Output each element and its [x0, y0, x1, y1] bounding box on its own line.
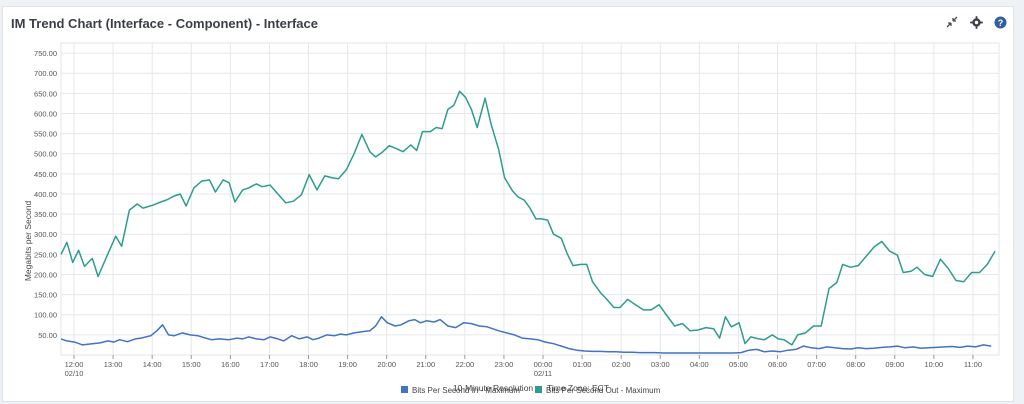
x-tick-label: 14:00: [143, 360, 162, 369]
y-tick-label: 750.00: [34, 49, 57, 58]
y-tick-label: 100.00: [34, 311, 57, 320]
y-axis: 50.00 100.00 150.00 200.00 250.00 300.00 350.0…: [34, 49, 57, 340]
x-tick-label: 03:00: [651, 360, 670, 369]
x-tick-label: 19:00: [338, 360, 357, 369]
series-line-in: [60, 316, 992, 354]
y-tick-label: 350.00: [34, 210, 57, 219]
chart-panel: IM Trend Chart (Interface - Component) -…: [2, 6, 1014, 402]
x-tick-label: 06:00: [768, 360, 787, 369]
x-tick-label: 08:00: [846, 360, 865, 369]
y-tick-label: 250.00: [34, 250, 57, 259]
grid-layer: [60, 42, 1000, 356]
settings-icon[interactable]: [969, 15, 983, 29]
x-tick-label: 10:00: [924, 360, 943, 369]
x-tick-label: 04:00: [690, 360, 709, 369]
y-tick-label: 450.00: [34, 170, 57, 179]
y-tick-label: 500.00: [34, 150, 57, 159]
x-tick-label: 20:00: [377, 360, 396, 369]
x-tick-label: 17:00: [260, 360, 279, 369]
legend-swatch-out: [535, 386, 542, 393]
x-tick-label: 05:00: [729, 360, 748, 369]
y-tick-label: 650.00: [34, 89, 57, 98]
x-tick-label: 21:00: [416, 360, 435, 369]
x-tick-label: 23:00: [495, 360, 514, 369]
x-axis-label: 10-Minute Resolution: [453, 383, 534, 393]
y-tick-label: 600.00: [34, 109, 57, 118]
x-tick-label: 12:00: [65, 360, 84, 369]
y-tick-label: 300.00: [34, 230, 57, 239]
help-glyph: ?: [997, 18, 1003, 28]
x-tick-label: 01:00: [573, 360, 592, 369]
x-tick-sublabel: 02/11: [534, 369, 552, 378]
legend: Bits Per Second In - Maximum Bits Per Sec…: [401, 386, 661, 395]
x-tick-label: 18:00: [299, 360, 318, 369]
x-tick-label: 09:00: [885, 360, 904, 369]
toolbar: ?: [945, 15, 1007, 29]
chart-title: IM Trend Chart (Interface - Component) -…: [11, 16, 318, 31]
y-tick-label: 550.00: [34, 130, 57, 139]
x-tick-label: 02:00: [612, 360, 631, 369]
trend-chart: 50.00 100.00 150.00 200.00 250.00 300.00 350.0…: [23, 42, 1000, 395]
series-layer: [60, 90, 996, 354]
x-tick-label: 15:00: [182, 360, 201, 369]
y-tick-label: 400.00: [34, 190, 57, 199]
x-tick-sublabel: 02/10: [65, 369, 84, 378]
x-tick-label: 13:00: [104, 360, 123, 369]
y-tick-label: 50.00: [38, 331, 57, 340]
x-tick-label: 11:00: [964, 360, 982, 369]
help-icon[interactable]: ?: [993, 15, 1007, 29]
y-tick-label: 200.00: [34, 270, 57, 279]
y-axis-label: Megabits per Second: [23, 201, 33, 282]
x-tick-label: 22:00: [455, 360, 474, 369]
legend-label-out: Bits Per Second Out - Maximum: [546, 386, 661, 395]
series-line-out: [60, 90, 996, 346]
y-tick-label: 700.00: [34, 69, 57, 78]
x-tick-label: 00:00: [534, 360, 553, 369]
x-tick-label: 16:00: [221, 360, 240, 369]
legend-label-in: Bits Per Second In - Maximum: [412, 386, 520, 395]
x-tick-label: 07:00: [807, 360, 826, 369]
collapse-icon[interactable]: [945, 15, 959, 29]
plot-frame: [60, 42, 1000, 356]
y-tick-label: 150.00: [34, 291, 57, 300]
timezone-label: Time Zone: ECT: [547, 383, 609, 393]
legend-swatch-in: [401, 386, 408, 393]
